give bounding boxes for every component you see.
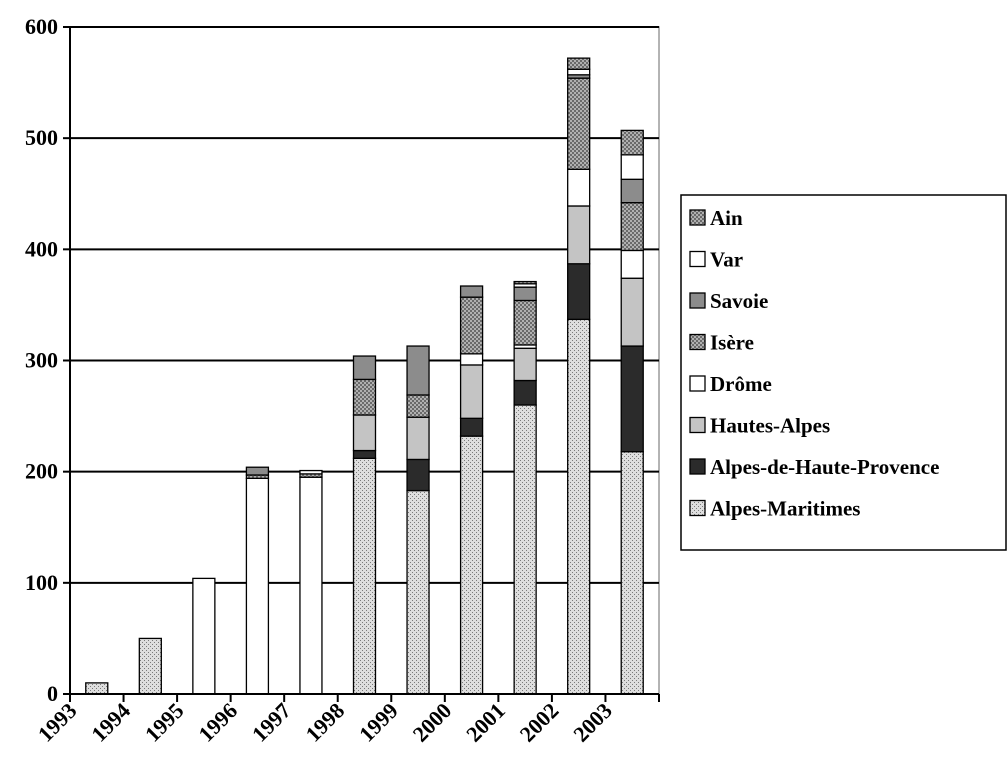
bar-2000-hautes-alpes xyxy=(459,364,484,419)
legend-swatch-dr-me xyxy=(689,375,706,392)
legend-label-hautes-alpes: Hautes-Alpes xyxy=(710,414,830,438)
x-tick-label-1996: 1996 xyxy=(193,698,242,747)
legend-label-is-re: Isère xyxy=(710,331,754,355)
bar-1995-dr-me xyxy=(192,577,216,695)
bar-1999-hautes-alpes xyxy=(406,416,430,461)
bar-2002-var xyxy=(567,68,591,76)
legend-swatch-alpes-de-haute-provence xyxy=(689,458,706,475)
bar-1994-alpes-maritimes xyxy=(138,637,162,695)
legend-swatch-var xyxy=(689,250,706,268)
legend-label-dr-me: Drôme xyxy=(710,372,772,396)
bar-2002-alpes-maritimes xyxy=(567,318,591,695)
legend-label-ain: Ain xyxy=(710,206,743,230)
bar-2003-savoie xyxy=(620,178,644,204)
bar-1998-alpes-de-haute-provence xyxy=(352,449,377,459)
bar-1999-is-re xyxy=(406,394,430,418)
bar-1997-dr-me xyxy=(299,476,323,695)
y-tick-label-400: 400 xyxy=(25,236,58,261)
bar-1993-alpes-maritimes xyxy=(85,682,109,695)
y-tick-label-0: 0 xyxy=(47,681,58,706)
legend: Ain Var Savoie Isère Drôme Hautes-Alpes Alpes-… xyxy=(680,194,1007,551)
bar-1998-savoie xyxy=(352,355,377,381)
bar-2003-alpes-maritimes xyxy=(620,451,644,695)
bar-2001-hautes-alpes xyxy=(513,347,537,382)
y-tick-label-500: 500 xyxy=(25,125,58,150)
legend-box xyxy=(680,194,1007,551)
x-tick-label-2003: 2003 xyxy=(568,698,617,747)
bar-2002-ain xyxy=(567,57,591,70)
x-tick-label-1998: 1998 xyxy=(300,698,349,747)
bar-2003-is-re xyxy=(620,201,644,252)
x-tick-label-1995: 1995 xyxy=(140,698,189,747)
y-tick-label-200: 200 xyxy=(25,459,58,484)
bar-1997-var xyxy=(299,469,323,475)
bar-2002-is-re xyxy=(567,77,591,170)
x-tick-label-2000: 2000 xyxy=(408,698,457,747)
bar-2001-alpes-de-haute-provence xyxy=(513,379,537,406)
x-tick-label-2002: 2002 xyxy=(515,698,564,747)
bar-2003-hautes-alpes xyxy=(620,277,644,347)
bar-1996-dr-me xyxy=(245,477,270,695)
x-tick-label-1997: 1997 xyxy=(247,698,296,747)
x-tick-label-1994: 1994 xyxy=(86,698,135,747)
bar-2001-is-re xyxy=(513,299,537,346)
y-tick-label-300: 300 xyxy=(25,348,58,373)
bars xyxy=(85,57,644,695)
legend-swatch-ain xyxy=(689,209,706,226)
bar-2000-alpes-de-haute-provence xyxy=(459,417,484,437)
bar-2000-dr-me xyxy=(459,353,484,366)
legend-swatch-savoie xyxy=(689,292,706,309)
bar-2003-alpes-de-haute-provence xyxy=(620,345,644,453)
bar-1999-alpes-maritimes xyxy=(406,489,430,695)
bar-2003-dr-me xyxy=(620,249,644,279)
legend-label-alpes-maritimes: Alpes-Maritimes xyxy=(710,497,860,521)
legend-swatch-hautes-alpes xyxy=(689,416,706,434)
x-tick-label-1999: 1999 xyxy=(354,698,403,747)
bar-2002-dr-me xyxy=(567,168,591,207)
bar-1999-alpes-de-haute-provence xyxy=(406,458,430,492)
bar-2002-hautes-alpes xyxy=(567,205,591,265)
x-tick-label-2001: 2001 xyxy=(461,698,510,747)
bar-1998-is-re xyxy=(352,378,377,416)
legend-label-alpes-de-haute-provence: Alpes-de-Haute-Provence xyxy=(710,455,939,479)
bar-2001-alpes-maritimes xyxy=(513,404,537,695)
bar-1998-alpes-maritimes xyxy=(352,457,377,695)
legend-label-var: Var xyxy=(710,248,743,272)
bar-2000-is-re xyxy=(459,296,484,355)
bar-2001-savoie xyxy=(513,286,537,302)
legend-label-savoie: Savoie xyxy=(710,289,768,313)
bar-2000-savoie xyxy=(459,285,484,298)
bar-2001-ain xyxy=(513,280,537,285)
y-tick-label-600: 600 xyxy=(25,14,58,39)
legend-swatch-is-re xyxy=(689,333,706,351)
x-tick-label-1993: 1993 xyxy=(33,698,82,747)
bar-1999-savoie xyxy=(406,345,430,396)
bar-1998-hautes-alpes xyxy=(352,414,377,452)
legend-swatch-alpes-maritimes xyxy=(689,499,706,517)
y-tick-label-100: 100 xyxy=(25,570,58,595)
bar-2002-alpes-de-haute-provence xyxy=(567,263,591,321)
bar-2003-var xyxy=(620,154,644,180)
bar-2003-ain xyxy=(620,129,644,156)
bar-2000-alpes-maritimes xyxy=(459,435,484,695)
bar-1996-savoie xyxy=(245,466,270,476)
